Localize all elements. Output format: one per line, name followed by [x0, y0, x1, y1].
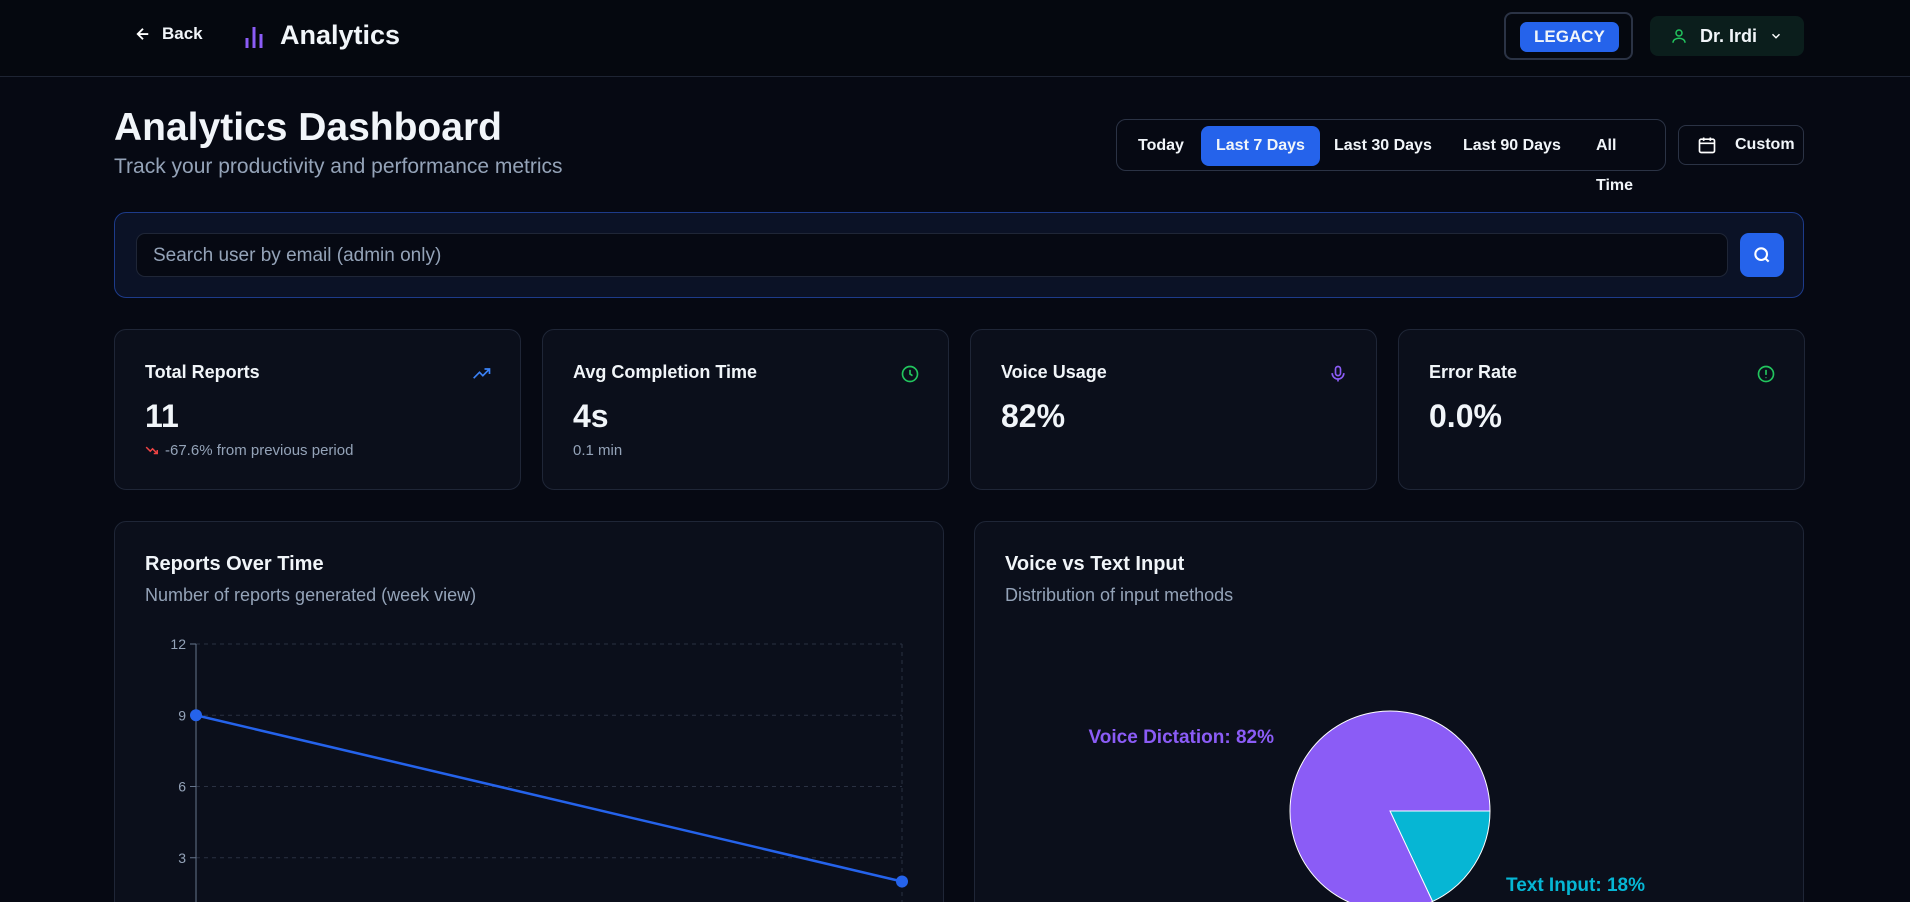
stat-value: 11: [145, 398, 179, 434]
user-menu[interactable]: Dr. Irdi: [1650, 16, 1804, 56]
search-button[interactable]: [1740, 233, 1784, 277]
badge-box: LEGACY: [1504, 12, 1633, 60]
stat-card: Error Rate 0.0%: [1398, 329, 1805, 490]
range-option[interactable]: Today: [1138, 137, 1184, 154]
chart-subtitle: Distribution of input methods: [1005, 585, 1233, 605]
custom-label: Custom: [1735, 136, 1795, 153]
y-tick-label: 3: [178, 850, 186, 866]
series-line: [195, 714, 903, 883]
stat-label: Avg Completion Time: [573, 362, 758, 382]
stat-label: Voice Usage: [1001, 362, 1107, 382]
stat-label: Error Rate: [1429, 362, 1518, 382]
analytics-icon: [245, 27, 263, 48]
stat-icon: [900, 364, 920, 389]
pie-slice: [1289, 710, 1491, 902]
y-tick-label: 12: [170, 636, 186, 652]
stat-icon: [1756, 364, 1776, 389]
chart-title: Reports Over Time: [145, 553, 324, 575]
range-option[interactable]: All Time: [1596, 137, 1634, 194]
page-title: Analytics Dashboard: [114, 106, 502, 149]
search-input[interactable]: Search user by email (admin only): [136, 233, 1728, 277]
back-label: Back: [162, 24, 203, 43]
stat-label: Total Reports: [145, 362, 260, 382]
stat-card: Voice Usage 82%: [970, 329, 1377, 490]
stat-value: 0.0%: [1429, 398, 1502, 434]
range-option[interactable]: Last 7 Days: [1201, 126, 1320, 166]
stat-icon: [1328, 364, 1348, 389]
y-tick-label: 6: [178, 779, 186, 795]
stat-value: 82%: [1001, 398, 1066, 434]
stat-sub-text: 0.1 min: [573, 442, 623, 459]
pie-chart-card: Voice vs Text Input Distribution of input…: [974, 521, 1804, 902]
data-point: [896, 875, 908, 888]
slice-label: Text Input: 18%: [1506, 875, 1645, 896]
y-tick-label: 9: [178, 707, 186, 723]
legacy-badge[interactable]: LEGACY: [1520, 22, 1619, 52]
top-nav: Back Analytics LEGACY Dr. Irdi: [0, 0, 1910, 77]
line-chart-card: Reports Over Time Number of reports gener…: [114, 521, 944, 902]
page-subtitle: Track your productivity and performance …: [114, 155, 563, 178]
stat-value: 4s: [573, 398, 609, 434]
stat-card: Total Reports 11 -67.6% from previous peri…: [114, 329, 521, 490]
line-chart: Reports Over Time Number of reports gener…: [145, 553, 908, 902]
range-option[interactable]: Last 90 Days: [1463, 137, 1561, 154]
stat-icon: [472, 364, 492, 389]
stat-sub: -67.6% from previous period: [145, 442, 353, 459]
range-option[interactable]: Last 30 Days: [1334, 137, 1432, 154]
range-group: Today Last 7 Days Last 30 Days Last 90 Days…: [1116, 119, 1666, 194]
stat-sub: 0.1 min: [573, 442, 622, 459]
data-point: [190, 709, 202, 722]
pie-slice: [1389, 810, 1491, 902]
user-name: Dr. Irdi: [1700, 25, 1758, 46]
stat-sub-text: -67.6% from previous period: [165, 442, 354, 459]
slice-label: Voice Dictation: 82%: [1089, 727, 1275, 748]
pie-chart: Voice vs Text Input Distribution of input…: [1005, 553, 1645, 902]
stat-card: Avg Completion Time 4s 0.1 min: [542, 329, 949, 490]
app-title: Analytics: [280, 20, 401, 50]
custom-range[interactable]: Custom: [1678, 125, 1804, 165]
chart-title: Voice vs Text Input: [1005, 553, 1185, 575]
back-button[interactable]: Back: [134, 24, 203, 44]
search-panel: Search user by email (admin only): [114, 212, 1804, 298]
chart-subtitle: Number of reports generated (week view): [145, 585, 476, 605]
